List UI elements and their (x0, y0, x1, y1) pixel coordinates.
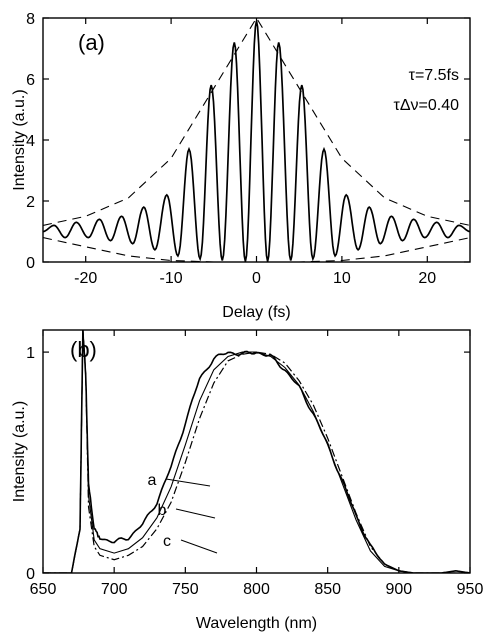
y-tick-label: 2 (26, 194, 35, 211)
x-tick-label: 750 (172, 581, 199, 598)
x-axis-label: Delay (fs) (222, 304, 290, 321)
y-tick-label: 4 (26, 133, 35, 150)
y-axis-label: Intensity (a.u.) (11, 89, 28, 190)
y-tick-label: 8 (26, 11, 35, 28)
x-tick-label: 700 (101, 581, 128, 598)
panel-a: -20 -10 0 10 20 0 2 4 6 8 Delay (fs) Intensity (a.u… (11, 11, 471, 321)
x-tick-label: 950 (457, 581, 484, 598)
x-tick-label: 900 (385, 581, 412, 598)
x-tick-label: 800 (243, 581, 270, 598)
envelope-line (43, 18, 470, 226)
curve-label-leader (165, 478, 211, 487)
x-tick-label: -10 (160, 270, 183, 287)
spectrum-line-b (43, 330, 470, 573)
curve-label-leader (180, 539, 218, 554)
annotation-text: τΔν=0.40 (394, 97, 460, 114)
y-tick-label: 0 (26, 255, 35, 272)
x-tick-label: 10 (333, 270, 351, 287)
x-tick-label: 0 (252, 270, 261, 287)
curve-label: b (158, 502, 167, 519)
x-tick-label: 850 (314, 581, 341, 598)
x-tick-label: 20 (418, 270, 436, 287)
y-tick-label: 0 (26, 566, 35, 583)
curve-label-leader (175, 508, 216, 519)
panel-label: (a) (78, 30, 105, 55)
y-axis-label: Intensity (a.u.) (11, 401, 28, 502)
x-tick-label: 650 (30, 581, 57, 598)
plot-frame (42, 17, 471, 263)
spectrum-line-c (43, 330, 470, 573)
annotation-text: τ=7.5fs (409, 67, 459, 84)
interferogram-line (43, 20, 470, 262)
curve-label: c (163, 533, 171, 550)
curve-label: a (148, 472, 157, 489)
x-tick-label: -20 (74, 270, 97, 287)
x-axis-label: Wavelength (nm) (196, 615, 317, 632)
spectrum-line-a (43, 330, 470, 573)
y-tick-label: 6 (26, 72, 35, 89)
panel-b: 650 700 750 800 850 900 950 0 1 Wavelength (nm) In… (11, 329, 483, 632)
y-tick-label: 1 (26, 345, 35, 362)
plot-frame (42, 329, 471, 574)
